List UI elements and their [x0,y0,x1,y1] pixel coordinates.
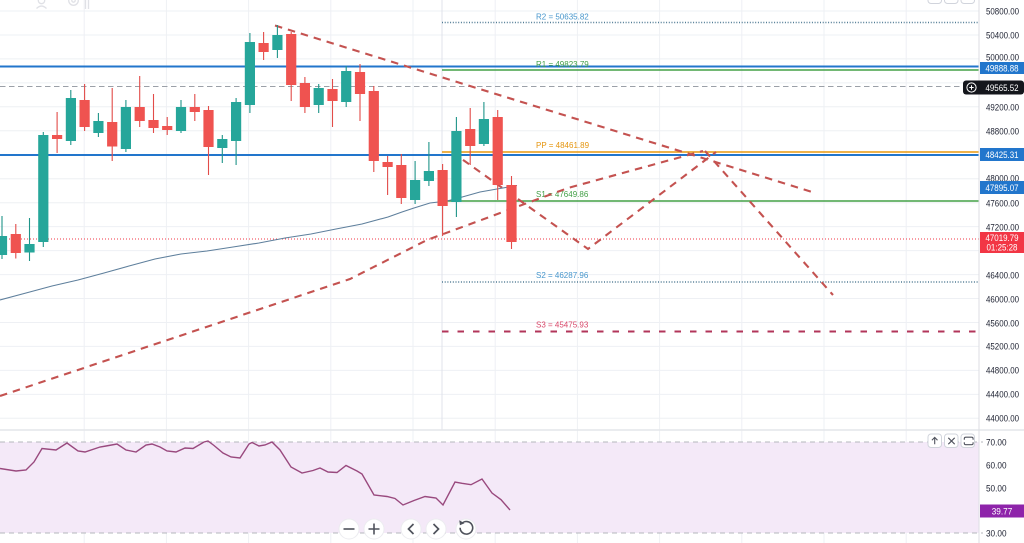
svg-text:47895.07: 47895.07 [986,183,1019,194]
svg-text:47200.00: 47200.00 [986,223,1019,234]
svg-text:45200.00: 45200.00 [986,342,1019,353]
svg-text:39.77: 39.77 [992,506,1013,517]
svg-text:S2 = 46287.96: S2 = 46287.96 [536,271,589,280]
svg-text:R2 = 50635.82: R2 = 50635.82 [536,13,589,22]
svg-text:48425.31: 48425.31 [986,150,1019,161]
svg-text:50000.00: 50000.00 [986,53,1019,64]
svg-text:S3 = 45475.93: S3 = 45475.93 [536,321,589,330]
svg-text:46000.00: 46000.00 [986,295,1019,306]
svg-text:50400.00: 50400.00 [986,31,1019,42]
svg-text:47600.00: 47600.00 [986,199,1019,210]
svg-text:49200.00: 49200.00 [986,103,1019,114]
svg-text:50.00: 50.00 [986,484,1007,495]
svg-text:44400.00: 44400.00 [986,390,1019,401]
svg-text:47019.79: 47019.79 [986,233,1019,244]
svg-text:30.00: 30.00 [986,529,1007,540]
svg-text:46400.00: 46400.00 [986,271,1019,282]
svg-text:44000.00: 44000.00 [986,414,1019,425]
svg-text:S1 = 47649.86: S1 = 47649.86 [536,190,589,199]
svg-text:50800.00: 50800.00 [986,7,1019,18]
svg-text:R1 = 49823.79: R1 = 49823.79 [536,60,589,69]
svg-text:48800.00: 48800.00 [986,127,1019,138]
svg-text:45600.00: 45600.00 [986,319,1019,330]
svg-text:49888.88: 49888.88 [986,63,1019,74]
svg-text:60.00: 60.00 [986,461,1007,472]
svg-text:70.00: 70.00 [986,438,1007,449]
svg-text:48000.00: 48000.00 [986,174,1019,185]
svg-text:44800.00: 44800.00 [986,366,1019,377]
svg-text:PP = 48461.89: PP = 48461.89 [536,141,590,150]
svg-text:49565.52: 49565.52 [986,83,1019,94]
svg-text:01:25:28: 01:25:28 [987,242,1018,252]
